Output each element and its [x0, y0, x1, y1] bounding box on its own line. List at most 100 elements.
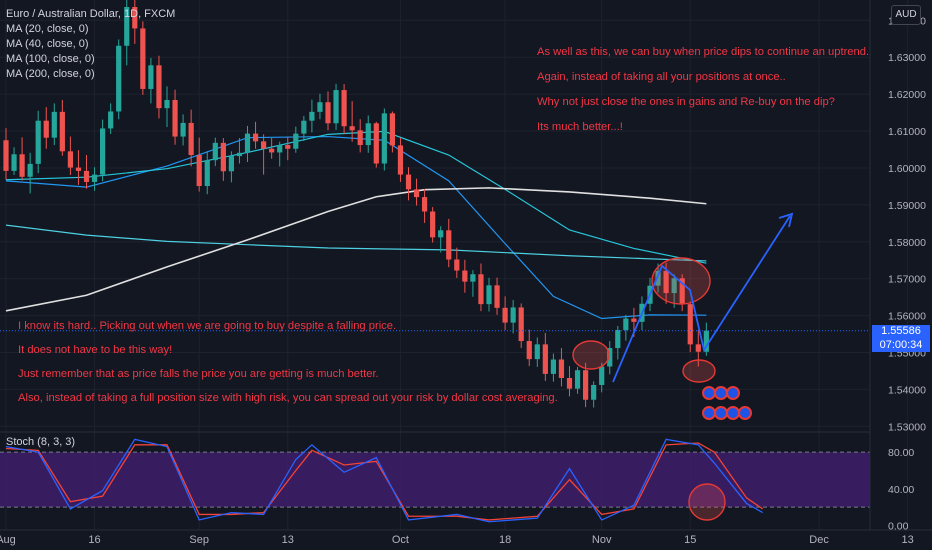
- ma20-legend[interactable]: MA (20, close, 0): [6, 23, 89, 35]
- stoch-tick-label-2: 0.00: [888, 520, 909, 532]
- candle-body-59: [478, 274, 484, 305]
- note-right-3: Why not just close the ones in gains and…: [537, 96, 835, 108]
- symbol-title[interactable]: Euro / Australian Dollar, 1D, FXCM: [6, 8, 176, 20]
- candle-body-26: [212, 142, 218, 161]
- candle-body-62: [502, 307, 508, 323]
- candle-body-84: [679, 278, 685, 305]
- candle-68: [550, 353, 556, 382]
- stoch-d-line: [5, 442, 764, 521]
- candle-body-53: [430, 211, 436, 238]
- candle-6: [51, 103, 57, 146]
- candle-body-0: [3, 140, 9, 171]
- candle-body-85: [687, 304, 693, 345]
- trade-marker-5: [726, 406, 740, 420]
- candle-body-23: [188, 122, 194, 156]
- time-tick-label-1: 16: [88, 534, 100, 546]
- grid-lines: [0, 0, 909, 530]
- candle-87: [703, 322, 709, 356]
- candle-66: [534, 337, 540, 367]
- candle-body-44: [357, 130, 363, 146]
- candle-body-12: [100, 128, 106, 175]
- candle-20: [164, 86, 170, 127]
- candle-31: [252, 121, 259, 149]
- candle-body-21: [172, 100, 178, 137]
- time-tick-label-2: Sep: [189, 534, 209, 546]
- candle-74: [599, 362, 605, 393]
- currency-button[interactable]: AUD: [891, 5, 921, 25]
- candle-29: [236, 138, 243, 164]
- candle-body-6: [51, 111, 57, 138]
- candle-body-24: [196, 155, 202, 187]
- candle-body-18: [148, 65, 154, 89]
- candle-body-33: [269, 148, 275, 153]
- candle-body-47: [381, 113, 387, 164]
- candle-22: [180, 114, 186, 146]
- candle-72: [583, 362, 589, 408]
- candle-77: [623, 314, 629, 341]
- candle-18: [148, 57, 154, 104]
- candle-17: [140, 21, 146, 95]
- candle-0: [3, 128, 9, 180]
- price-tick-label-5: 1.59000: [888, 200, 926, 212]
- price-tick-label-6: 1.58000: [888, 237, 926, 249]
- candle-81: [655, 263, 661, 293]
- candle-body-43: [349, 126, 355, 131]
- candle-64: [518, 303, 524, 349]
- candle-body-49: [397, 145, 404, 175]
- trade-marker-6: [738, 406, 752, 420]
- candle-body-10: [83, 170, 90, 182]
- stoch-legend[interactable]: Stoch (8, 3, 3): [6, 436, 76, 448]
- candle-15: [124, 0, 130, 66]
- candle-body-64: [518, 307, 524, 342]
- candle-body-57: [462, 270, 468, 282]
- candle-body-42: [341, 90, 347, 127]
- candle-body-81: [655, 270, 661, 286]
- candle-body-86: [695, 344, 701, 352]
- candle-body-38: [309, 111, 315, 121]
- ma40-legend[interactable]: MA (40, close, 0): [6, 38, 89, 50]
- candle-69: [558, 348, 565, 387]
- time-tick-label-6: Nov: [592, 534, 612, 546]
- candle-body-15: [124, 7, 130, 46]
- ma-line-3: [5, 187, 707, 312]
- candle-30: [244, 125, 251, 163]
- candle-63: [510, 300, 516, 334]
- time-tick-label-4: Oct: [392, 534, 409, 546]
- symbol-legend[interactable]: Euro / Australian Dollar, 1D, FXCM MA (2…: [6, 7, 175, 82]
- time-tick-label-9: 13: [901, 534, 913, 546]
- time-tick-label-0: Aug: [0, 534, 16, 546]
- candle-49: [397, 137, 404, 182]
- candle-body-19: [156, 65, 162, 109]
- stoch-tick-label-1: 40.00: [888, 484, 914, 496]
- candle-body-29: [236, 152, 243, 157]
- last-price-label: 1.55586: [872, 325, 930, 338]
- candle-body-83: [671, 278, 677, 294]
- trade-marker-2: [726, 386, 740, 400]
- candle-16: [132, 0, 138, 44]
- note-left-2: It does not have to be this way!: [18, 344, 173, 356]
- note-right-2: Again, instead of taking all your positi…: [537, 71, 786, 83]
- candle-9: [75, 150, 82, 185]
- stoch-k-line: [5, 438, 764, 523]
- candle-8: [67, 136, 73, 175]
- candle-85: [687, 301, 693, 353]
- candle-body-77: [623, 318, 629, 330]
- candle-body-58: [470, 274, 476, 282]
- ma200-legend[interactable]: MA (200, close, 0): [6, 68, 95, 80]
- ma100-legend[interactable]: MA (100, close, 0): [6, 53, 95, 65]
- candle-46: [373, 121, 379, 168]
- candle-65: [526, 329, 532, 367]
- candle-67: [542, 332, 548, 381]
- note-left-4: Also, instead of taking a full position …: [18, 392, 558, 404]
- candle-body-17: [140, 28, 146, 89]
- candle-body-73: [591, 384, 597, 400]
- candle-1: [11, 147, 17, 175]
- candle-50: [405, 167, 412, 201]
- candle-body-51: [413, 189, 420, 198]
- candle-body-28: [228, 156, 234, 172]
- candle-14: [116, 39, 122, 120]
- candle-body-60: [486, 285, 492, 305]
- candle-3: [27, 152, 33, 194]
- candle-61: [494, 277, 500, 315]
